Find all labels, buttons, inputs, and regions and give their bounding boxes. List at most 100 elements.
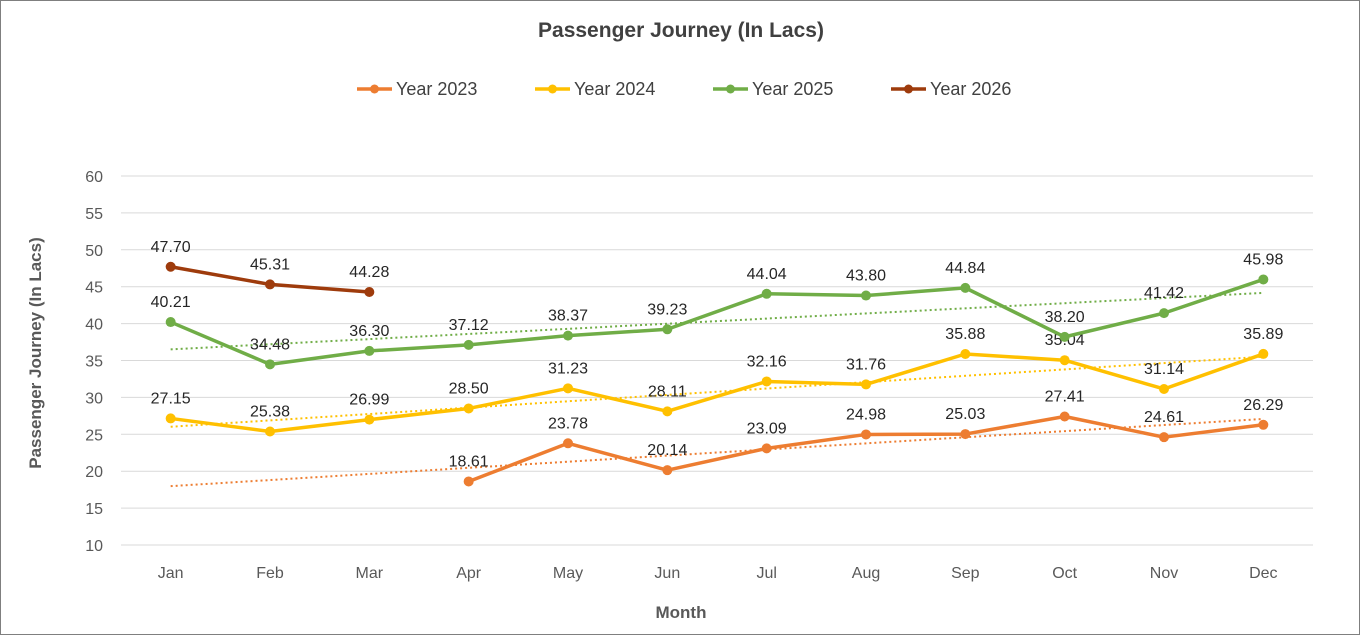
data-point-year-2023-nov — [1159, 432, 1169, 443]
data-point-year-2025-sep — [960, 282, 971, 293]
data-point-year-2025-nov — [1159, 308, 1169, 319]
x-tick-label-aug: Aug — [852, 565, 880, 582]
data-label-year-2025-dec: 45.98 — [1243, 251, 1283, 268]
data-label-year-2023-oct: 27.41 — [1045, 389, 1085, 406]
data-label-year-2025-feb: 34.48 — [250, 336, 290, 353]
data-label-year-2024-apr: 28.50 — [449, 380, 489, 397]
data-point-year-2024-jul — [761, 376, 772, 387]
legend-label-3: Year 2025 — [752, 79, 833, 99]
data-label-year-2024-nov: 31.14 — [1144, 361, 1184, 378]
x-tick-label-oct: Oct — [1052, 565, 1077, 582]
data-point-year-2024-aug — [861, 379, 871, 390]
y-tick-label-20: 20 — [85, 464, 103, 481]
trendline-year-2025 — [170, 291, 1264, 351]
x-tick-label-nov: Nov — [1150, 565, 1178, 582]
data-label-year-2023-aug: 24.98 — [846, 406, 886, 423]
trendline-year-2023 — [170, 417, 1264, 488]
data-point-year-2023-jun — [662, 465, 673, 476]
y-axis-title: Passenger Journey (In Lacs) — [26, 237, 45, 468]
data-point-year-2023-dec — [1258, 419, 1269, 430]
data-label-year-2024-sep: 35.88 — [945, 326, 985, 343]
data-point-year-2025-apr — [463, 339, 474, 350]
y-tick-label-55: 55 — [85, 206, 103, 223]
data-point-year-2025-mar — [364, 345, 375, 356]
data-point-year-2024-oct — [1059, 355, 1070, 366]
legend-marker-2 — [548, 84, 557, 94]
x-axis-title: Month — [656, 603, 707, 622]
data-label-year-2023-nov: 24.61 — [1144, 409, 1184, 426]
data-label-year-2026-feb: 45.31 — [250, 256, 290, 273]
series-line-year-2024 — [170, 352, 1264, 434]
data-point-year-2026-jan — [165, 261, 176, 272]
data-point-year-2024-nov — [1159, 383, 1169, 394]
data-point-year-2023-aug — [861, 429, 871, 440]
legend-marker-4 — [904, 84, 913, 94]
data-label-year-2025-jul: 44.04 — [747, 266, 787, 283]
data-point-year-2025-jul — [761, 288, 772, 299]
data-point-year-2024-apr — [463, 403, 474, 414]
legend-label-2: Year 2024 — [574, 79, 655, 99]
data-point-year-2026-mar — [364, 287, 375, 298]
data-label-year-2025-sep: 44.84 — [945, 260, 985, 277]
data-label-year-2025-aug: 43.80 — [846, 268, 886, 285]
data-label-year-2024-jun: 28.11 — [648, 383, 687, 400]
x-tick-label-jun: Jun — [654, 565, 680, 582]
legend-marker-1 — [370, 84, 379, 94]
data-label-year-2025-jun: 39.23 — [647, 301, 687, 318]
data-label-year-2025-mar: 36.30 — [349, 323, 389, 340]
data-point-year-2025-jun — [662, 324, 673, 335]
trendline-year-2024 — [170, 355, 1264, 428]
data-point-year-2024-mar — [364, 414, 375, 425]
chart-title: Passenger Journey (In Lacs) — [538, 19, 824, 42]
data-label-year-2025-oct: 38.20 — [1045, 309, 1085, 326]
y-tick-label-60: 60 — [85, 169, 103, 186]
data-label-year-2024-dec: 35.89 — [1243, 326, 1283, 343]
x-tick-label-may: May — [553, 565, 583, 582]
y-tick-label-25: 25 — [85, 427, 103, 444]
y-tick-label-30: 30 — [85, 390, 103, 407]
data-point-year-2023-jul — [761, 443, 772, 454]
data-point-year-2023-oct — [1059, 411, 1070, 422]
data-label-year-2024-aug: 31.76 — [846, 356, 886, 373]
x-tick-label-dec: Dec — [1249, 565, 1277, 582]
data-point-year-2024-jun — [662, 406, 673, 417]
data-label-year-2025-nov: 41.42 — [1144, 285, 1184, 302]
x-tick-label-sep: Sep — [951, 565, 980, 582]
y-tick-label-50: 50 — [85, 243, 103, 260]
legend-label-4: Year 2026 — [930, 79, 1011, 99]
data-point-year-2025-aug — [861, 290, 871, 301]
data-point-year-2025-oct — [1059, 331, 1070, 342]
x-tick-label-jan: Jan — [158, 565, 184, 582]
series-line-year-2025 — [169, 277, 1264, 367]
data-point-year-2023-may — [563, 438, 573, 449]
data-point-year-2025-dec — [1258, 274, 1269, 285]
data-point-year-2025-may — [563, 330, 573, 341]
legend-marker-3 — [726, 84, 735, 94]
data-label-year-2023-jul: 23.09 — [747, 420, 787, 437]
x-tick-label-feb: Feb — [256, 565, 284, 582]
data-point-year-2026-feb — [265, 279, 275, 290]
y-tick-label-10: 10 — [85, 538, 103, 555]
data-point-year-2024-dec — [1258, 348, 1269, 359]
data-label-year-2023-apr: 18.61 — [449, 453, 489, 470]
data-label-year-2025-may: 38.37 — [548, 308, 588, 325]
data-label-year-2023-sep: 25.03 — [945, 406, 985, 423]
data-point-year-2023-sep — [960, 429, 971, 440]
data-point-year-2025-feb — [265, 359, 275, 370]
x-tick-label-jul: Jul — [756, 565, 776, 582]
data-label-year-2024-may: 31.23 — [548, 360, 588, 377]
data-point-year-2023-apr — [463, 476, 474, 487]
y-tick-label-15: 15 — [85, 501, 103, 518]
y-tick-label-45: 45 — [85, 280, 103, 297]
data-label-year-2023-dec: 26.29 — [1243, 397, 1283, 414]
data-label-year-2025-jan: 40.21 — [151, 294, 191, 311]
data-point-year-2024-feb — [265, 426, 275, 437]
x-tick-label-apr: Apr — [456, 565, 482, 582]
data-point-year-2024-may — [563, 383, 573, 394]
data-label-year-2026-mar: 44.28 — [349, 264, 389, 281]
data-label-year-2026-jan: 47.70 — [151, 239, 191, 256]
y-tick-label-35: 35 — [85, 354, 103, 371]
x-tick-label-mar: Mar — [356, 565, 384, 582]
